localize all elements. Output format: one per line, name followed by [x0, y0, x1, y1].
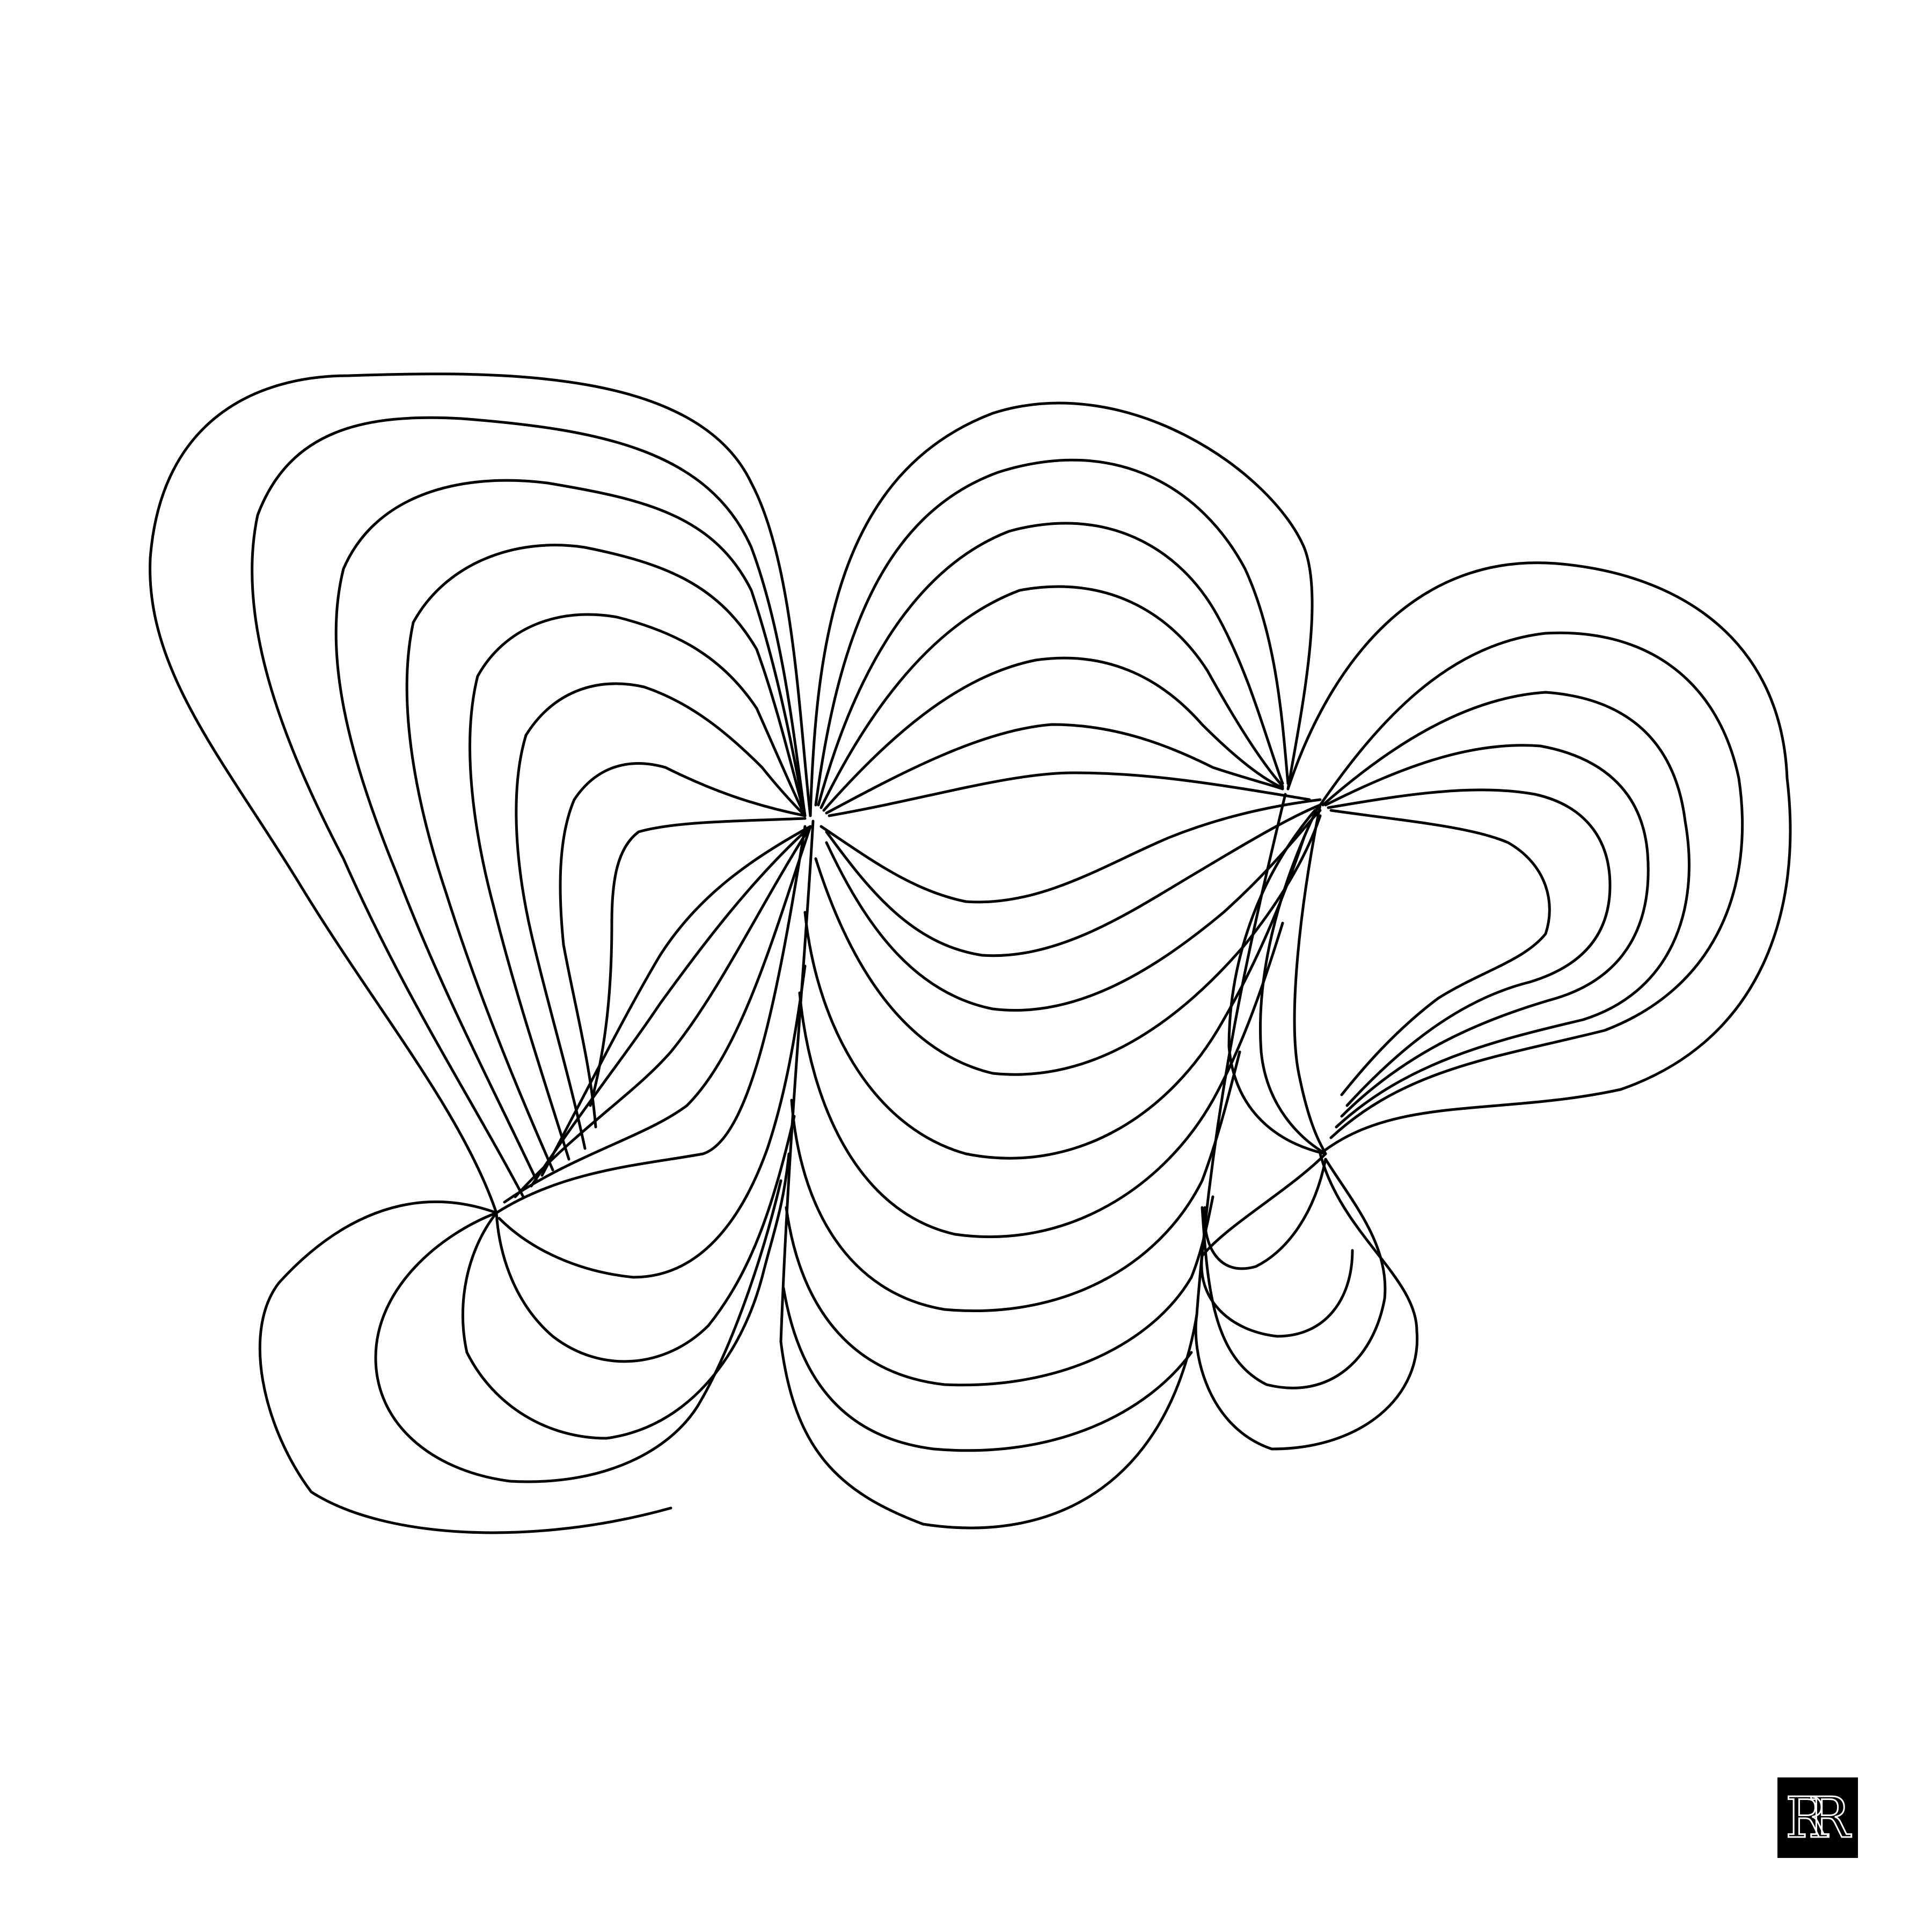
center-top-contour-5 — [825, 723, 1284, 815]
center-band-1 — [819, 798, 1322, 904]
fan-line-left-3 — [514, 825, 812, 1198]
outer-contour-bottom-left-lobe — [258, 1201, 672, 1534]
center-top-contour-1 — [814, 458, 1290, 807]
fan-line-left-4 — [530, 825, 812, 1188]
left-lobe-contour-6 — [559, 762, 807, 1129]
center-top-contour-4 — [822, 656, 1284, 812]
right-lobe-contour-4 — [1327, 788, 1612, 1107]
right-lobe-contour-1 — [1319, 631, 1744, 1139]
bottom-right-contour-3 — [1201, 1158, 1387, 1389]
center-top-contour-3 — [819, 585, 1284, 809]
bottom-left-contour-4 — [497, 964, 807, 1279]
bottom-left-contour-3 — [495, 1115, 796, 1363]
left-lobe-contour-4 — [469, 613, 807, 1161]
outer-contour-center-lobe — [809, 401, 1314, 817]
fan-line-right-1 — [1293, 803, 1327, 1155]
bottom-left-contour-2 — [461, 1152, 791, 1440]
bottom-right-contour-1 — [1200, 1152, 1354, 1338]
center-top-contour-6 — [828, 771, 1311, 817]
fan-line-right-3 — [1227, 809, 1327, 1155]
center-bottom-contour-1 — [803, 836, 1306, 1160]
center-band-3 — [825, 809, 1322, 1012]
bottom-left-contour-1 — [374, 1179, 782, 1483]
left-lobe-contour-7 — [589, 817, 807, 1107]
center-bottom-contour-3 — [790, 1050, 1241, 1313]
artist-signature-logo: RR — [1777, 1777, 1858, 1858]
fan-line-right-2 — [1259, 806, 1327, 1155]
spine-line-center — [779, 819, 815, 1343]
center-bottom-contour-4 — [785, 1195, 1214, 1387]
fan-line-left-5 — [540, 825, 812, 1177]
bottom-right-contour-2 — [1203, 1158, 1327, 1270]
right-lobe-contour-3 — [1324, 744, 1650, 1118]
outer-contour-left-lobe — [149, 372, 812, 1214]
outer-contour-right-lobe — [1286, 561, 1792, 1155]
left-lobe-contour-1 — [251, 416, 807, 1198]
right-lobe-contour-2 — [1321, 691, 1690, 1129]
left-lobe-contour-3 — [405, 544, 807, 1172]
outer-contour-bottom-right-lobe — [1194, 1152, 1419, 1451]
spine-line-right — [1195, 793, 1287, 1316]
fan-line-left-2 — [503, 825, 812, 1204]
fan-line-left-1 — [495, 825, 807, 1214]
center-bottom-contour-5 — [782, 1286, 1193, 1452]
signature-monogram: RR — [1784, 1785, 1850, 1850]
outer-contour-bottom-center — [779, 1313, 1198, 1529]
left-lobe-contour-5 — [515, 682, 807, 1150]
center-top-contour-2 — [817, 522, 1284, 807]
center-band-2 — [825, 803, 1322, 957]
right-lobe-contour-5 — [1329, 809, 1551, 1096]
left-lobe-contour-2 — [334, 479, 807, 1182]
center-bottom-contour-2 — [798, 921, 1284, 1239]
